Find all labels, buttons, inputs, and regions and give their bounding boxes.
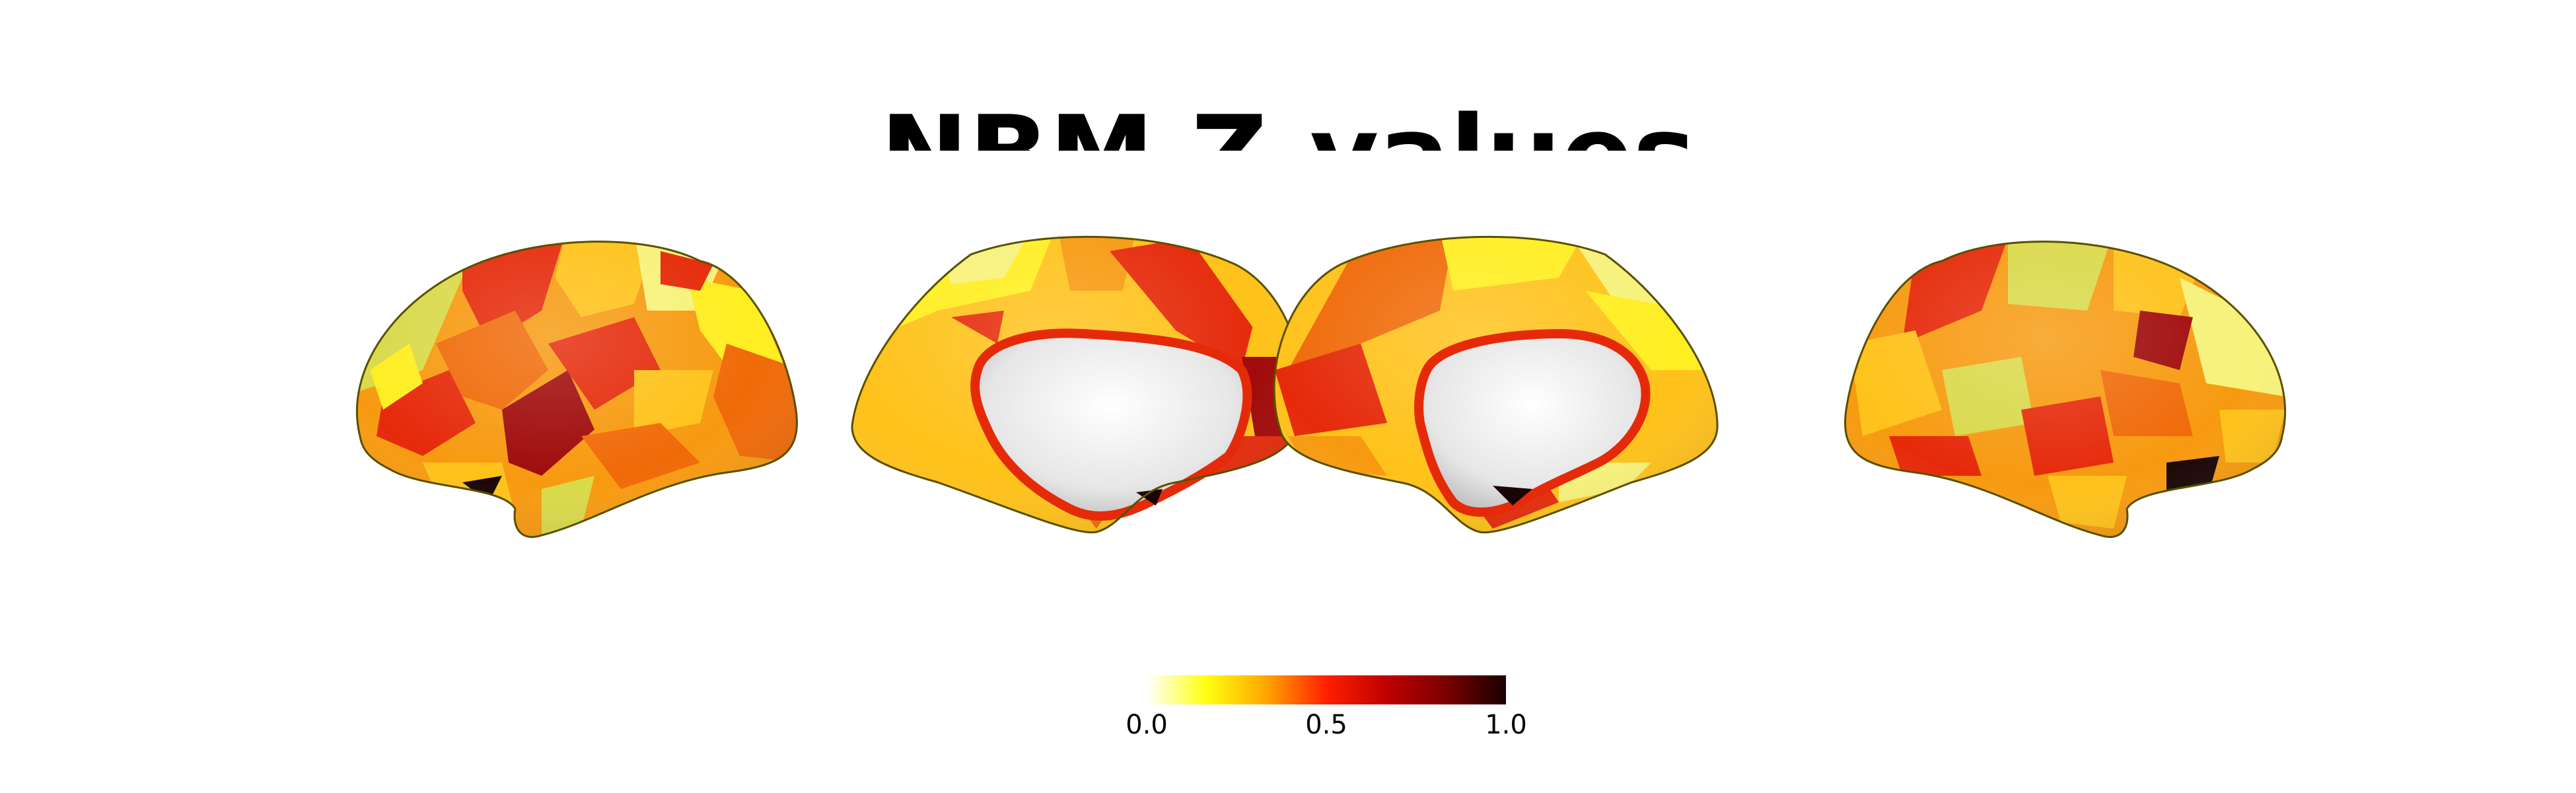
left-lateral-hemisphere <box>356 241 798 539</box>
colorbar-tick-min: 0.0 <box>1126 710 1168 740</box>
right-lateral-hemisphere <box>1844 241 2286 539</box>
medial-wall-right <box>1414 328 1651 517</box>
title-clip: NBM Z-values <box>859 99 1717 151</box>
figure-title: NBM Z-values <box>859 102 1717 151</box>
medial-wall-left <box>970 328 1252 521</box>
left-medial-hemisphere <box>851 235 1303 534</box>
colorbar-tick-max: 1.0 <box>1485 710 1527 740</box>
colorbar <box>1147 675 1506 704</box>
colorbar-fill <box>1147 675 1506 704</box>
colorbar-tick-mid: 0.5 <box>1305 710 1347 740</box>
right-medial-hemisphere <box>1273 235 1719 534</box>
